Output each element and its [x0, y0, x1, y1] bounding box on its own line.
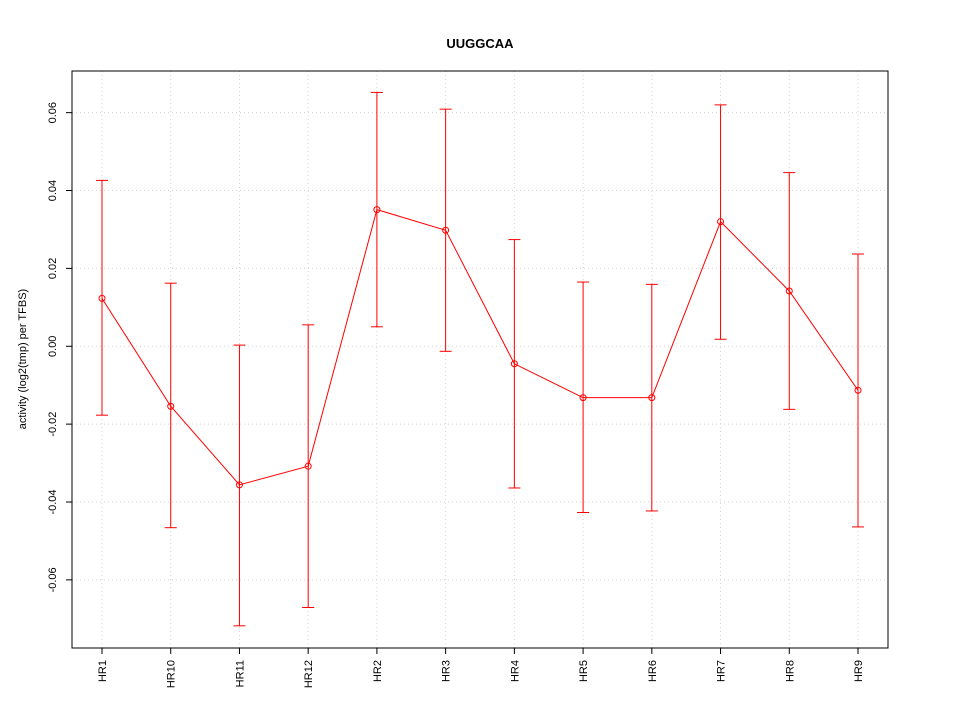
series: [98, 206, 862, 489]
data-point: [304, 462, 312, 470]
data-point: [579, 394, 587, 402]
y-tick-label: -0.04: [47, 489, 59, 514]
data-point: [717, 218, 725, 226]
y-tick-label: -0.02: [47, 412, 59, 437]
y-axis-label: activity (log2(tmp) per TFBS): [17, 289, 29, 429]
y-tick-label: 0.00: [47, 336, 59, 357]
plot-frame: [71, 70, 889, 649]
chart-title: UUGGCAA: [446, 36, 514, 51]
data-point: [98, 294, 106, 302]
data-point: [854, 386, 862, 394]
data-point: [235, 481, 243, 489]
data-point: [648, 394, 656, 402]
x-tick-label: HR1: [97, 660, 109, 682]
y-tick-label: 0.06: [47, 102, 59, 123]
error-bar: [233, 344, 246, 627]
x-tick-label: HR9: [853, 660, 865, 682]
error-bar: [852, 253, 864, 528]
x-tick-label: HR6: [647, 660, 659, 682]
x-axis: HR1 HR10 HR11 HR12 HR2 HR3 HR4 HR5 HR6 HR7 HR8 HR9: [97, 648, 865, 688]
data-point: [373, 206, 381, 214]
series-line: [101, 208, 859, 486]
x-tick-label: HR8: [784, 660, 796, 682]
data-point: [785, 287, 793, 295]
error-bars: [96, 91, 864, 627]
y-tick-label: -0.06: [47, 567, 59, 592]
y-tick-label: 0.02: [47, 258, 59, 279]
y-axis: -0.06 -0.04 -0.02 0.00 0.02 0.04 0.06: [47, 102, 72, 592]
y-tick-label: 0.04: [47, 180, 59, 201]
x-tick-label: HR12: [303, 660, 315, 688]
x-tick-label: HR10: [166, 660, 178, 688]
x-tick-label: HR7: [716, 660, 728, 682]
data-point: [510, 360, 518, 368]
data-point: [442, 226, 450, 234]
x-tick-label: HR4: [509, 660, 521, 682]
grid: [72, 71, 888, 648]
x-tick-label: HR3: [441, 660, 453, 682]
data-point: [167, 402, 175, 410]
x-tick-label: HR2: [372, 660, 384, 682]
error-bar: [96, 179, 108, 416]
x-tick-label: HR11: [234, 660, 246, 687]
x-tick-label: HR5: [578, 660, 590, 682]
